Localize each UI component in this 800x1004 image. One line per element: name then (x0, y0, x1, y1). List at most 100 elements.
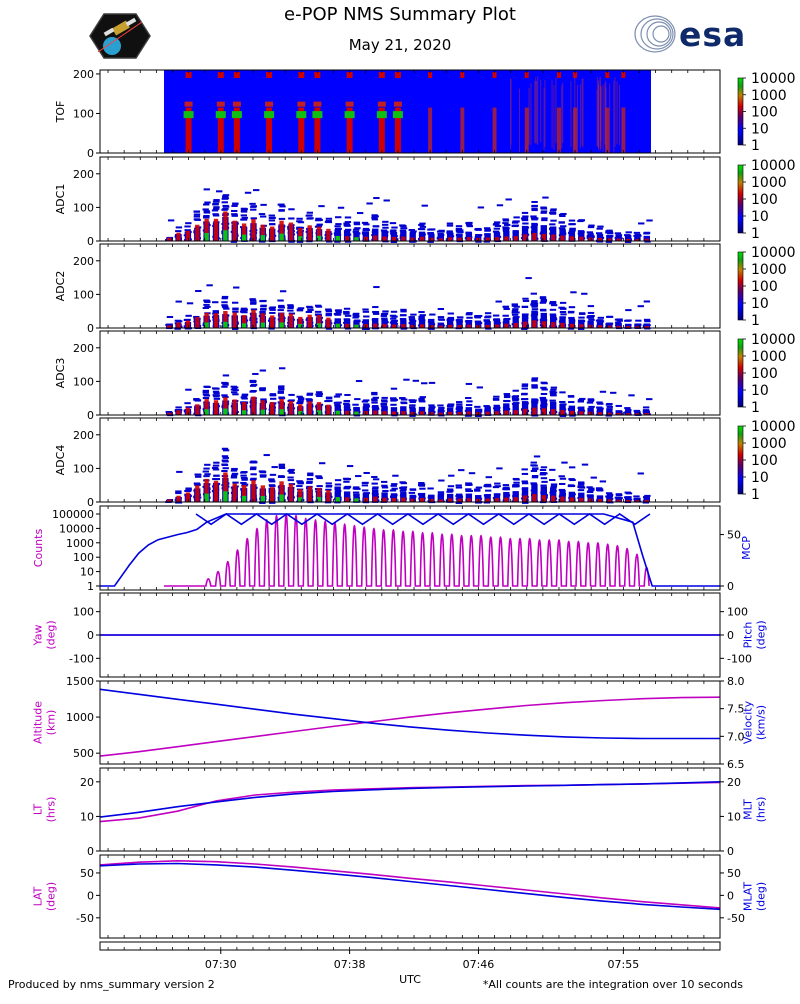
adc-dash (389, 314, 397, 317)
tof-frame (99, 69, 721, 154)
adc-dash (325, 240, 333, 243)
adc-dash (539, 469, 547, 472)
adc-column (334, 318, 341, 328)
adc-dash (605, 240, 613, 243)
adc-dash (390, 484, 397, 487)
adc-core (298, 228, 303, 241)
adc-core (569, 236, 575, 241)
adc-dash (391, 483, 398, 486)
adc-outlier (318, 462, 326, 465)
lt-mlt-ytick-left: 0 (87, 845, 94, 858)
adc-dash (231, 472, 239, 475)
adc3-colorbar-tick: 1000 (751, 349, 787, 365)
adc-core (279, 399, 284, 415)
adc-dash (296, 480, 304, 483)
adc-dash (502, 219, 510, 222)
adc-dash (531, 200, 538, 203)
adc-core (326, 490, 331, 502)
adc-column (456, 321, 463, 328)
adc-dash (381, 484, 388, 487)
adc-dash (363, 315, 370, 318)
adc-outlier (438, 479, 445, 482)
yaw-pitch-ytick-left: 0 (87, 629, 94, 642)
adc-core (419, 236, 425, 241)
adc-dash (512, 224, 520, 227)
adc-column (578, 492, 585, 502)
adc2-frame (99, 243, 721, 329)
adc-dash (474, 316, 482, 319)
adc-dash (334, 240, 341, 243)
adc-green (316, 496, 322, 502)
adc-column (540, 486, 547, 502)
adc-core (223, 472, 228, 502)
adc-dash (568, 219, 576, 222)
tof-burst (378, 107, 385, 153)
adc-dash (540, 472, 547, 475)
tof-ytick: 200 (73, 68, 94, 81)
adc-dash (204, 385, 211, 388)
mcp-oscillation (195, 513, 651, 526)
adc-column (568, 405, 576, 415)
adc-dash (549, 209, 557, 212)
adc-dash (586, 486, 593, 489)
adc-dash (381, 317, 388, 320)
adc-dash (241, 393, 249, 396)
adc-green (223, 491, 228, 502)
adc-dash (277, 299, 284, 302)
alt-vel-ytick-left: 1000 (66, 711, 94, 724)
adc-dash (466, 316, 473, 319)
adc-dash (475, 414, 482, 417)
adc-dash (456, 316, 464, 319)
adc-green (354, 411, 359, 415)
adc-dash (221, 470, 228, 473)
adc-dash (259, 389, 266, 392)
adc-dash (541, 382, 548, 385)
adc-dash (250, 299, 257, 302)
adc-dash (221, 459, 229, 462)
adc-dash (485, 485, 492, 488)
tof-ytick: 0 (87, 147, 94, 160)
adc-green (241, 234, 247, 241)
adc-column (540, 225, 547, 241)
adc-dash (447, 404, 454, 407)
adc-dash (597, 225, 604, 228)
adc-core (513, 236, 518, 241)
adc-core (466, 237, 472, 241)
adc-column (624, 497, 632, 502)
adc-dash (269, 473, 277, 476)
adc-dash (624, 407, 631, 410)
adc-dash (381, 223, 389, 226)
adc-core (569, 497, 575, 502)
adc-core (532, 494, 537, 502)
adc-dash (493, 395, 500, 398)
adc-dash (558, 221, 565, 224)
adc-dash (371, 487, 379, 490)
adc-outlier (437, 307, 445, 310)
alt-vel-ytick-left: 1500 (66, 675, 94, 688)
adc-dash (475, 486, 483, 489)
adc-core (410, 411, 415, 415)
adc-dash (315, 225, 323, 228)
adc-dash (352, 230, 360, 233)
footer-note: *All counts are the integration over 10 … (483, 978, 743, 991)
adc-dash (577, 483, 585, 486)
adc-dash (343, 480, 350, 483)
alt-vel-panel: 500 1000 1500 6.5 7.0 7.5 8.0 Altitude(km) Veloc… (32, 675, 768, 771)
adc-core (270, 402, 275, 415)
adc-dash (474, 228, 481, 231)
adc-dash (305, 310, 313, 313)
adc-dash (419, 225, 427, 228)
adc-dash (521, 472, 529, 475)
alt-vel-ytick-right: 6.5 (727, 758, 745, 771)
adc-dash (399, 229, 407, 232)
adc-dash (325, 309, 332, 312)
adc-core (644, 238, 649, 241)
adc-core (494, 324, 500, 328)
adc-outlier (496, 467, 503, 470)
tof-burst-top (217, 71, 224, 78)
tof-burst-green (312, 111, 323, 119)
adc-core (195, 485, 200, 502)
adc-core (232, 220, 237, 241)
adc-core (251, 480, 256, 502)
adc-outlier (587, 305, 595, 308)
